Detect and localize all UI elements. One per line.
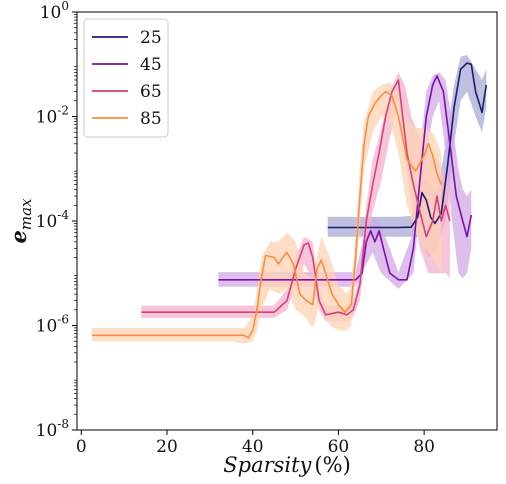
legend: 25 45 65 85 — [83, 18, 169, 138]
line-series-85 — [92, 90, 443, 339]
x-tick-label: 40 — [242, 437, 264, 457]
legend-label-25: 25 — [140, 28, 162, 48]
y-tick-label: 10-6 — [36, 313, 69, 337]
series-lines — [92, 62, 488, 339]
y-tick-label: 10-2 — [36, 104, 69, 128]
x-axis: 0 20 40 60 80 — [76, 430, 435, 457]
x-tick-label: 60 — [328, 437, 350, 457]
x-axis-label: Sparsity (%) — [223, 453, 351, 477]
y-tick-label: 100 — [40, 0, 69, 23]
line-series-65 — [141, 79, 451, 316]
y-axis: 10-8 10-6 10-4 10-2 100 — [36, 0, 77, 441]
line-series-25 — [327, 62, 488, 229]
legend-box — [83, 18, 169, 138]
legend-label-45: 45 — [140, 55, 162, 75]
x-tick-label: 80 — [413, 437, 435, 457]
legend-label-65: 65 — [140, 82, 162, 102]
line-series-45 — [218, 75, 473, 281]
y-tick-label: 10-4 — [36, 208, 70, 232]
x-tick-label: 20 — [156, 437, 178, 457]
legend-label-85: 85 — [140, 109, 162, 129]
y-tick-label: 10-8 — [36, 417, 69, 441]
y-axis-label: emax — [6, 198, 35, 244]
x-tick-label: 0 — [76, 437, 87, 457]
